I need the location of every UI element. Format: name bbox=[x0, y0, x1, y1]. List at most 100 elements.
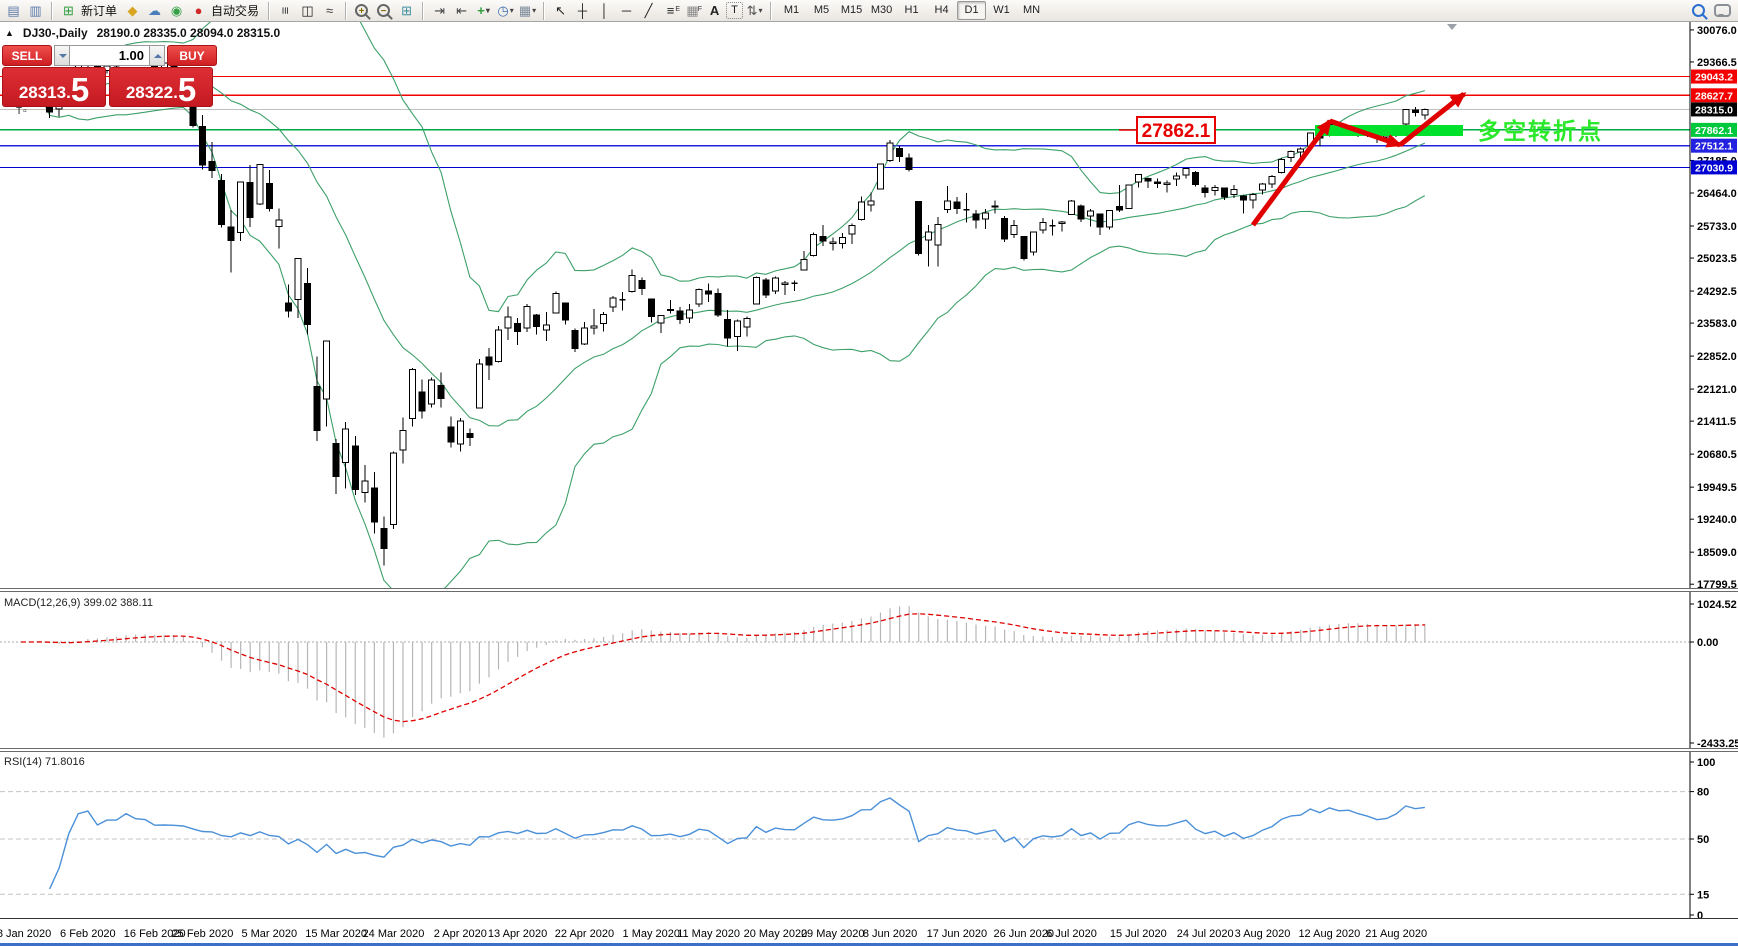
rsi-label: RSI(14) 71.8016 bbox=[4, 756, 85, 768]
arrows-icon[interactable]: ⇅ ▾ bbox=[746, 3, 763, 18]
svg-text:100: 100 bbox=[1697, 757, 1715, 769]
triangle-down-icon bbox=[59, 54, 67, 62]
svg-text:25733.0: 25733.0 bbox=[1697, 221, 1737, 233]
toolbar-separator bbox=[543, 1, 546, 20]
volume-input[interactable] bbox=[70, 45, 149, 66]
buy-price-panel[interactable]: 28322. 5 bbox=[109, 67, 213, 107]
sell-button[interactable]: SELL bbox=[2, 45, 52, 66]
svg-text:80: 80 bbox=[1697, 787, 1709, 799]
turning-point-note[interactable]: 多空转折点 bbox=[1478, 118, 1603, 144]
tf-H1[interactable]: H1 bbox=[904, 4, 919, 16]
search-icon[interactable] bbox=[1689, 0, 1710, 21]
dropdown-arrow-icon: ▾ bbox=[758, 6, 763, 15]
tf-M5[interactable]: M5 bbox=[813, 4, 830, 16]
macd-signal-line bbox=[21, 613, 1425, 723]
dropdown-arrow-icon: ▾ bbox=[485, 6, 490, 15]
fibonacci-icon[interactable]: ≡ E bbox=[666, 3, 681, 18]
date-label: 24 Jul 2020 bbox=[1177, 928, 1234, 940]
date-label: 11 May 2020 bbox=[677, 928, 740, 940]
svg-text:24292.5: 24292.5 bbox=[1697, 286, 1737, 298]
trend-arrow[interactable] bbox=[1329, 118, 1403, 148]
svg-text:50: 50 bbox=[1697, 834, 1709, 846]
community-icon[interactable]: ☁ bbox=[148, 3, 162, 18]
tf-MN[interactable]: MN bbox=[1022, 4, 1041, 16]
chat-icon[interactable] bbox=[1711, 0, 1738, 21]
price-badge-28315.0 bbox=[1691, 102, 1737, 117]
date-label: 24 Mar 2020 bbox=[363, 928, 425, 940]
tile-windows-icon[interactable]: ⊞ bbox=[401, 3, 412, 18]
svg-text:-2433.25: -2433.25 bbox=[1697, 738, 1738, 750]
date-label: 13 Apr 2020 bbox=[488, 928, 547, 940]
chart-shift-icon[interactable]: ⇤ bbox=[456, 3, 467, 18]
charts-window-icon[interactable]: ▤ bbox=[7, 3, 20, 18]
text-label-icon[interactable]: T bbox=[726, 2, 744, 19]
svg-text:26464.0: 26464.0 bbox=[1697, 188, 1737, 200]
quote-line: ▲ DJ30-,Daily 28190.0 28335.0 28094.0 28… bbox=[5, 26, 280, 40]
trend-arrow[interactable] bbox=[1398, 92, 1467, 147]
templates-icon[interactable]: ▦ ▾ bbox=[518, 3, 537, 18]
trendline-icon[interactable]: ╱ bbox=[644, 3, 653, 18]
rsi-line bbox=[49, 797, 1425, 890]
buy-price-pip: 5 bbox=[177, 70, 197, 108]
zoom-in-icon[interactable]: + bbox=[352, 0, 373, 21]
horizontal-line-icon[interactable]: ─ bbox=[621, 3, 632, 18]
price-badge-27862.1 bbox=[1691, 122, 1737, 137]
tf-M1[interactable]: M1 bbox=[783, 4, 800, 16]
svg-text:29043.2: 29043.2 bbox=[1695, 72, 1733, 84]
auto-scroll-icon[interactable]: ⇥ bbox=[434, 3, 445, 18]
date-label: 6 Feb 2020 bbox=[60, 928, 116, 940]
zoom-out-icon[interactable]: − bbox=[374, 0, 395, 21]
tf-H4[interactable]: H4 bbox=[934, 4, 949, 16]
price-annotation-text: 27862.1 bbox=[1142, 121, 1211, 142]
volume-decrease-button[interactable] bbox=[54, 45, 70, 66]
candlestick-chart-icon[interactable]: ◫ bbox=[301, 3, 314, 18]
deposit-icon[interactable]: ◆ bbox=[127, 3, 138, 18]
autotrade-icon[interactable]: ● bbox=[194, 3, 203, 18]
macd-label: MACD(12,26,9) 399.02 388.11 bbox=[4, 597, 153, 609]
vertical-line-icon[interactable]: │ bbox=[600, 3, 609, 18]
grid-icon[interactable]: ▦ F bbox=[686, 3, 703, 18]
price-annotation-box[interactable] bbox=[1136, 116, 1216, 144]
svg-text:1024.52: 1024.52 bbox=[1697, 599, 1737, 611]
date-label: 25 Feb 2020 bbox=[172, 928, 234, 940]
support-zone-rectangle[interactable] bbox=[1315, 125, 1463, 136]
trend-arrow[interactable] bbox=[1250, 118, 1333, 227]
sell-price-pip: 5 bbox=[70, 70, 90, 108]
periods-icon[interactable]: ◷ ▾ bbox=[497, 3, 514, 18]
price-badge-28627.7 bbox=[1691, 88, 1737, 103]
tf-W1[interactable]: W1 bbox=[993, 4, 1010, 16]
new-order-label: 新订单 bbox=[81, 4, 118, 18]
chart-shift-marker-icon[interactable] bbox=[1447, 24, 1457, 30]
svg-text:28315.0: 28315.0 bbox=[1695, 104, 1733, 116]
date-label: 1 May 2020 bbox=[623, 928, 680, 940]
sell-price-panel[interactable]: 28313. 5 bbox=[2, 67, 106, 107]
volume-increase-button[interactable] bbox=[149, 45, 165, 66]
crosshair-icon[interactable]: ┼ bbox=[577, 3, 588, 18]
new-order-icon[interactable]: ⊞ bbox=[63, 3, 74, 18]
signal-icon[interactable]: ◉ bbox=[170, 3, 183, 18]
tf-D1[interactable]: D1 bbox=[957, 1, 987, 20]
date-label: 29 May 2020 bbox=[801, 928, 865, 940]
buy-price-dot: . bbox=[173, 83, 178, 102]
price-badge-27512.1 bbox=[1691, 138, 1737, 153]
svg-text:22121.0: 22121.0 bbox=[1697, 384, 1737, 396]
price-badge-29043.2 bbox=[1691, 69, 1737, 84]
cursor-icon[interactable]: ↖ bbox=[555, 3, 566, 18]
collapse-quote-icon[interactable]: ▲ bbox=[5, 28, 14, 38]
tf-M15[interactable]: M15 bbox=[840, 4, 863, 16]
quote-symbol: DJ30-,Daily bbox=[22, 26, 88, 40]
toolbar-separator bbox=[422, 1, 425, 20]
line-chart-icon[interactable]: ≈ bbox=[325, 3, 334, 18]
date-label: 26 Jun 2020 bbox=[993, 928, 1054, 940]
add-indicator-icon[interactable]: + ▾ bbox=[477, 3, 490, 18]
profiles-icon[interactable]: ▥ bbox=[29, 3, 42, 18]
bar-chart-icon[interactable]: ≡ bbox=[278, 6, 294, 15]
svg-text:19240.0: 19240.0 bbox=[1697, 514, 1737, 526]
tf-M30[interactable]: M30 bbox=[870, 4, 893, 16]
volume-group bbox=[54, 45, 165, 66]
svg-text:21411.5: 21411.5 bbox=[1697, 416, 1736, 428]
svg-text:0.00: 0.00 bbox=[1697, 637, 1718, 649]
buy-button[interactable]: BUY bbox=[167, 45, 217, 66]
text-icon[interactable]: A bbox=[709, 3, 720, 18]
